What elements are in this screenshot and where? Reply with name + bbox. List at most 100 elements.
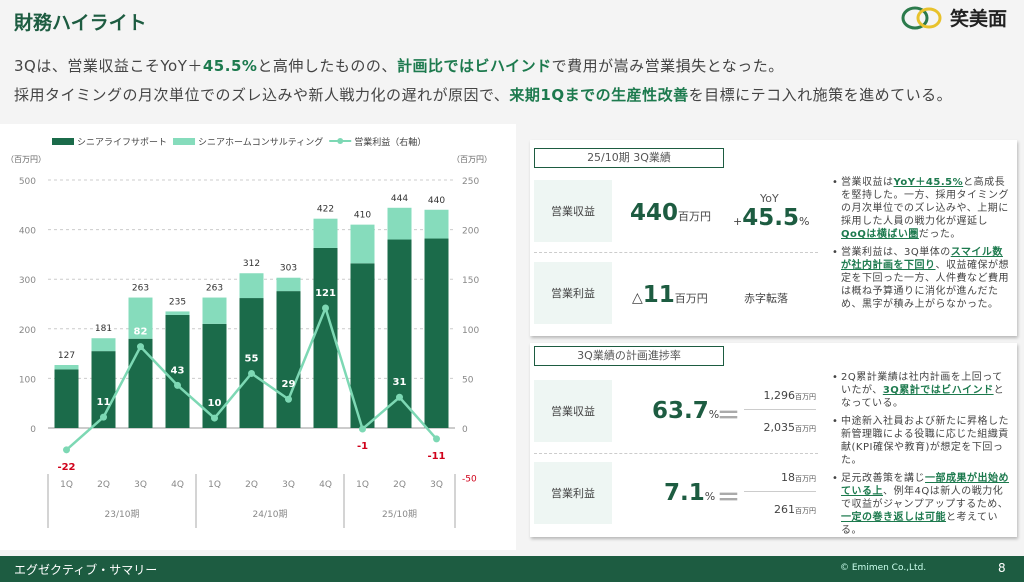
emphasis-text: QoQは横ばい圏	[841, 229, 919, 240]
text-segment: 営業利益は、3Q単体の	[841, 247, 951, 258]
operating-profit-label: -1	[357, 441, 368, 452]
x-tick-label: 1Q	[208, 480, 221, 490]
profit-value: △11百万円	[632, 282, 708, 308]
revenue-actual: 1,296百万円	[763, 389, 817, 402]
bar-senior-life-support	[424, 238, 449, 428]
emphasis-text: スマイル数が社内計画を下回り	[841, 247, 1003, 271]
right-tick-label: 0	[462, 425, 468, 435]
results-notes: 営業収益はYoY＋45.5%と高成長を堅持した。一方、採用タイミングの月次単位で…	[832, 176, 1012, 316]
left-tick-label: 200	[19, 326, 36, 336]
left-axis-unit: （百万円）	[6, 155, 46, 164]
operating-profit-point	[285, 395, 292, 403]
headline-line-1: 3Qは、営業収益こそYoY＋45.5%と高伸したものの、計画比ではビハインドで費…	[14, 55, 784, 76]
bar-senior-life-support	[202, 323, 227, 428]
operating-profit-label: -22	[57, 462, 75, 473]
total-label: 440	[428, 196, 445, 206]
text-segment: 営業収益は	[841, 177, 894, 188]
total-label: 263	[132, 284, 149, 294]
progress-profit-label: 営業利益	[534, 462, 612, 524]
bar-senior-home-consulting	[54, 365, 79, 370]
plan-progress-panel: 3Q業績の計画進捗率 営業収益 63.7% ＝ 1,296百万円 2,035百万…	[530, 343, 1017, 537]
operating-profit-label: 121	[315, 288, 336, 299]
right-tick-label: 250	[462, 177, 479, 187]
bar-senior-home-consulting	[128, 297, 153, 339]
footer: エグゼクティブ・サマリー © Emimen Co.,Ltd. 8	[0, 556, 1024, 582]
revenue-value: 440百万円	[630, 200, 712, 226]
operating-profit-point	[63, 446, 70, 454]
profit-progress-rate: 7.1%	[664, 480, 716, 506]
text-segment: と高成長を堅持した。一方、採用タイミングの月次単位でのズレ込みや、上期に採用した…	[841, 177, 1009, 227]
bar-senior-home-consulting	[276, 277, 301, 292]
total-label: 303	[280, 264, 297, 274]
x-tick-label: 1Q	[356, 480, 369, 490]
bar-senior-home-consulting	[350, 224, 375, 264]
x-tick-label: 4Q	[319, 480, 332, 490]
emphasis-text: 3Q累計ではビハインド	[882, 385, 994, 396]
total-label: 181	[95, 324, 112, 334]
logo-rings-icon	[901, 6, 942, 29]
right-tick-label: 100	[462, 326, 479, 336]
total-label: 422	[317, 205, 334, 215]
operating-profit-point	[322, 304, 329, 312]
bar-senior-home-consulting	[165, 311, 190, 315]
equals-sign: ＝	[717, 403, 740, 429]
note-item: 中途新入社員および新たに昇格した新管理職による役職に応じた組織貢献(KPI確保や…	[832, 415, 1012, 467]
revenue-label: 営業収益	[534, 180, 612, 242]
note-item: 営業利益は、3Q単体のスマイル数が社内計画を下回り、収益確保が想定を下回った一方…	[832, 246, 1012, 311]
bar-senior-life-support	[54, 369, 79, 428]
operating-profit-label: 29	[282, 379, 296, 390]
operating-profit-label: 55	[245, 353, 259, 364]
left-tick-label: 400	[19, 227, 36, 237]
legend-label: 営業利益（右軸）	[354, 136, 426, 148]
legend-swatch	[52, 138, 74, 145]
operating-profit-point	[100, 413, 107, 421]
legend-label: シニアホームコンサルティング	[198, 136, 323, 148]
operating-profit-point	[433, 435, 440, 443]
note-item: 2Q累計業績は社内計画を上回っていたが、3Q累計ではビハインドとなっている。	[832, 371, 1012, 410]
bar-senior-home-consulting	[91, 338, 116, 352]
right-tick-label: 150	[462, 276, 479, 286]
text-segment: だった。	[918, 229, 961, 240]
total-label: 312	[243, 259, 260, 269]
fiscal-period-label: 23/10期	[105, 509, 140, 520]
emphasis-text: 45.5%	[202, 57, 258, 75]
emphasis-text: 一定の巻き返しは可能	[841, 512, 946, 523]
results-panel: 25/10期 3Q業績 営業収益 440百万円 YoY +45.5% 営業利益 …	[530, 140, 1017, 336]
bar-senior-life-support	[276, 291, 301, 428]
bar-senior-life-support	[239, 298, 264, 428]
text-segment: 3Qは、営業収益こそYoY＋	[14, 57, 203, 75]
text-segment: 足元改善策を講じ	[841, 473, 925, 484]
operating-profit-point	[137, 343, 144, 351]
revenue-chart-panel: シニアライフサポート シニアホームコンサルティング 営業利益（右軸） （百万円） （百万…	[0, 124, 516, 550]
bar-senior-home-consulting	[239, 273, 264, 299]
yoy-value: +45.5%	[733, 205, 810, 231]
text-segment: を目標にテコ入れ施策を進めている。	[688, 86, 953, 104]
fraction-line	[744, 409, 816, 410]
text-segment: 2Q累計業績は社内計画を上回っていたが、	[841, 372, 1003, 396]
footer-title: エグゼクティブ・サマリー	[14, 563, 158, 577]
text-segment: 中途新入社員および新たに昇格した新管理職による役職に応じた組織貢献(KPI確保や…	[841, 416, 1009, 466]
right-tick-label: -50	[462, 475, 477, 485]
total-label: 127	[58, 351, 75, 361]
text-segment: で費用が嵩み営業損失となった。	[551, 57, 784, 75]
x-tick-label: 3Q	[134, 480, 147, 490]
profit-status: 赤字転落	[744, 292, 788, 305]
operating-profit-label: 10	[208, 398, 222, 409]
text-segment: と考えている。	[841, 512, 998, 536]
text-segment: 採用タイミングの月次単位でのズレ込みや新人戦力化の遅れが原因で、	[14, 86, 510, 104]
bar-senior-home-consulting	[424, 209, 449, 239]
profit-plan: 261百万円	[774, 503, 816, 516]
equals-sign: ＝	[717, 485, 740, 511]
divider	[534, 252, 818, 253]
operating-profit-label: 31	[393, 377, 407, 388]
operating-profit-label: 43	[171, 365, 185, 376]
right-tick-label: 50	[462, 375, 474, 385]
bar-senior-home-consulting	[387, 207, 412, 240]
logo-text: 笑美面	[950, 8, 1008, 30]
progress-notes: 2Q累計業績は社内計画を上回っていたが、3Q累計ではビハインドとなっている。中途…	[832, 371, 1012, 542]
page-title: 財務ハイライト	[14, 12, 147, 34]
headline-line-2: 採用タイミングの月次単位でのズレ込みや新人戦力化の遅れが原因で、来期1Qまでの生…	[14, 84, 952, 105]
revenue-plan: 2,035百万円	[763, 421, 817, 434]
emphasis-text: 計画比ではビハインド	[396, 57, 552, 75]
operating-profit-label: -11	[427, 451, 445, 462]
